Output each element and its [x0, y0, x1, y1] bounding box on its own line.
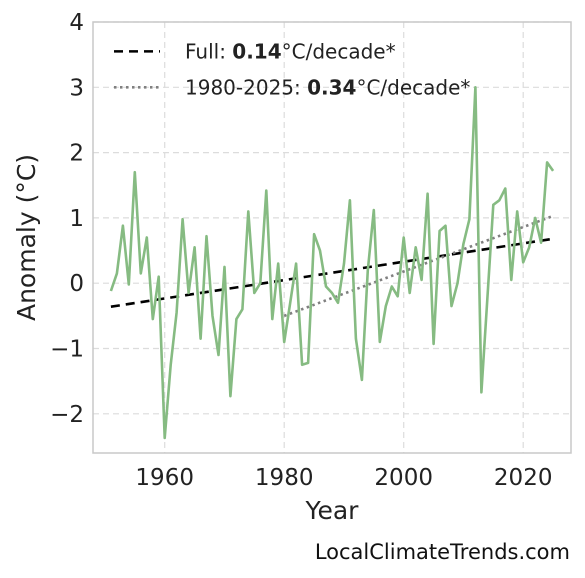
plot-frame — [92, 21, 572, 454]
legend-label-recent: 1980-2025: 0.34°C/decade* — [185, 75, 470, 99]
x-tick-label: 2000 — [374, 465, 433, 491]
x-tick-label: 1980 — [255, 465, 314, 491]
legend-unit-recent: °C/decade* — [356, 75, 470, 99]
x-tick-label: 2020 — [494, 465, 553, 491]
legend-unit-full: °C/decade* — [282, 39, 396, 63]
x-tick-label: 1960 — [135, 465, 194, 491]
legend-rate-full: 0.14 — [232, 39, 281, 63]
legend-prefix-recent: 1980-2025: — [185, 75, 307, 99]
watermark: LocalClimateTrends.com — [315, 540, 570, 564]
y-tick-label: 2 — [69, 141, 84, 167]
data-series — [109, 86, 555, 440]
legend: Full: 0.14°C/decade* 1980-2025: 0.34°C/d… — [114, 39, 470, 99]
legend-prefix-full: Full: — [185, 39, 232, 63]
y-tick-label: 0 — [69, 271, 84, 297]
x-axis-title: Year — [305, 496, 360, 525]
y-axis-title: Anomaly (°C) — [12, 154, 41, 321]
y-tick-label: −2 — [50, 402, 84, 428]
y-tick-label: 3 — [69, 75, 84, 101]
y-tick-label: −1 — [50, 337, 84, 363]
legend-rate-recent: 0.34 — [307, 75, 356, 99]
y-tick-label: 1 — [69, 206, 84, 232]
y-axis-ticks: −2 −1 0 1 2 3 4 — [50, 10, 84, 428]
anomaly-series-line — [109, 86, 555, 440]
x-axis-ticks: 1960 1980 2000 2020 — [135, 465, 552, 491]
y-tick-label: 4 — [69, 10, 84, 36]
legend-label-full: Full: 0.14°C/decade* — [185, 39, 396, 63]
